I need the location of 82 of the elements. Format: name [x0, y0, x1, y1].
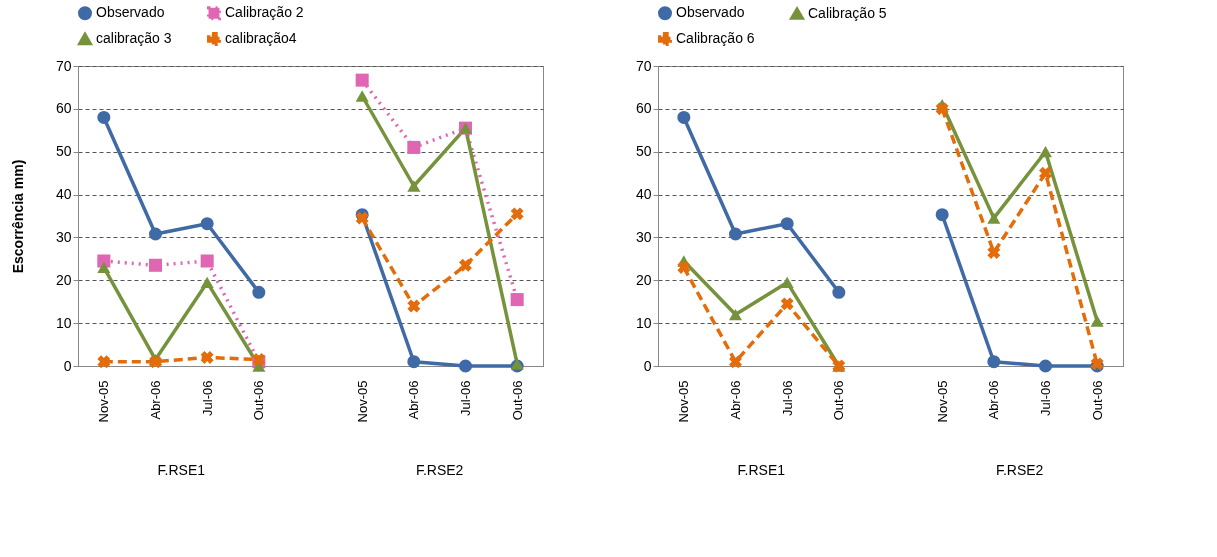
- x-tick-label: Out-06: [831, 380, 847, 421]
- x-tick-label: Abr-06: [728, 380, 743, 420]
- y-tick-label: 30: [635, 228, 652, 245]
- x-tick-label: Nov-05: [676, 380, 692, 423]
- point: [1090, 315, 1104, 327]
- point: [97, 110, 111, 124]
- text: F.RSE1: [157, 462, 206, 478]
- point: [97, 355, 111, 369]
- legend-label: calibração 3: [96, 30, 172, 46]
- point: [780, 217, 794, 231]
- point: [780, 276, 794, 289]
- y-tick-label: 20: [55, 271, 72, 288]
- point: [935, 102, 949, 116]
- x-tick-label: Jul-06: [458, 380, 473, 416]
- x-tick-label: Abr-06: [986, 380, 1002, 420]
- point: [832, 285, 846, 299]
- point: [148, 258, 163, 272]
- legend-label: Observado: [96, 4, 165, 21]
- x-tick-label: Out-06: [251, 380, 267, 421]
- point: [510, 293, 524, 307]
- legend-label: Calibração 5: [808, 4, 887, 21]
- text: F.RSE1: [737, 462, 786, 478]
- y-tick-label: 70: [55, 57, 72, 74]
- y-tick-label: 0: [63, 357, 72, 374]
- x-tick-label: Nov-05: [354, 380, 370, 423]
- point: [729, 355, 742, 369]
- y-tick-label: 0: [643, 357, 652, 374]
- legend-label: calibração4: [225, 30, 297, 46]
- point: [407, 140, 421, 154]
- point: [97, 261, 111, 274]
- x-tick-label: Nov-05: [96, 380, 112, 423]
- point: [200, 350, 214, 364]
- text: F.RSE2: [995, 462, 1044, 478]
- point: [407, 299, 421, 313]
- point: [459, 258, 472, 272]
- point: [200, 276, 214, 289]
- x-tick-label: Abr-06: [406, 380, 422, 420]
- point: [1038, 359, 1053, 373]
- x-tick-label: Nov-05: [934, 380, 950, 423]
- y-tick-label: 50: [55, 143, 72, 160]
- point: [200, 254, 214, 268]
- point: [510, 207, 524, 221]
- point: [780, 297, 794, 311]
- point: [407, 180, 421, 192]
- x-tick-label: Jul-06: [199, 380, 215, 416]
- y-tick-label: 60: [55, 100, 72, 117]
- x-tick-label: Out-06: [509, 380, 525, 421]
- point: [148, 227, 163, 241]
- point: [987, 212, 1001, 224]
- point: [407, 355, 421, 369]
- y-tick-label: 10: [635, 314, 652, 331]
- point: [728, 227, 743, 241]
- point: [1038, 146, 1053, 158]
- point: [355, 90, 369, 102]
- y-tick-label: 10: [55, 314, 72, 331]
- point: [200, 217, 214, 231]
- point: [728, 308, 743, 321]
- x-tick-label: Out-06: [1089, 380, 1105, 421]
- y-tick-label: 40: [55, 186, 72, 203]
- point: [1039, 166, 1052, 180]
- y-tick-label: 40: [635, 186, 652, 203]
- y-tick-label: 20: [635, 271, 652, 288]
- y-tick-label: 60: [635, 100, 652, 117]
- y-tick-label: 50: [635, 143, 652, 160]
- point: [252, 285, 266, 299]
- point: [355, 73, 369, 87]
- y-tick-label: 70: [635, 57, 652, 74]
- legend-label: Observado: [676, 4, 745, 21]
- x-tick-label: Abr-06: [148, 380, 163, 420]
- point: [677, 260, 691, 274]
- point: [987, 245, 1001, 259]
- point: [677, 110, 691, 124]
- legend-label: Calibração 6: [676, 30, 755, 46]
- x-tick-label: Jul-06: [779, 380, 795, 416]
- text: F.RSE2: [415, 462, 464, 478]
- y-axis-title: Escorrência mm): [9, 159, 26, 274]
- point: [935, 208, 949, 222]
- legend-label: Calibração 2: [225, 4, 304, 21]
- x-tick-label: Jul-06: [1038, 380, 1053, 416]
- point: [458, 359, 473, 373]
- point: [987, 355, 1001, 369]
- y-tick-label: 30: [55, 228, 72, 245]
